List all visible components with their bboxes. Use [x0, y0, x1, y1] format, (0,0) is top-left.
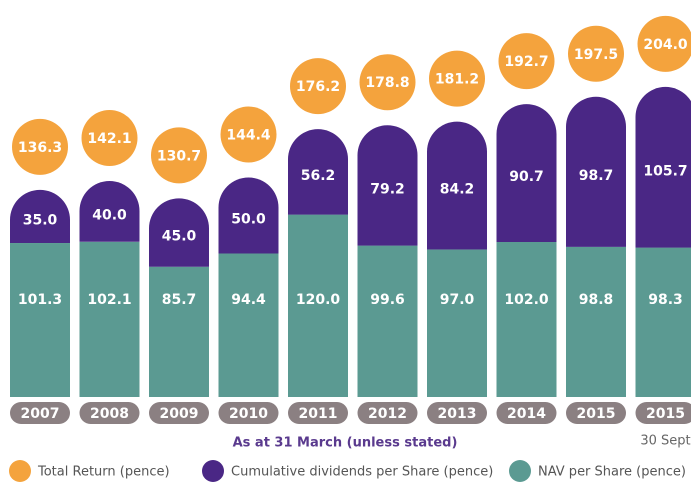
bar-segment — [357, 245, 418, 397]
value-label: 79.2 — [370, 181, 405, 197]
category-pill — [496, 402, 557, 424]
value-label: 130.7 — [157, 148, 201, 164]
total-marker — [498, 33, 555, 90]
value-label: 94.4 — [231, 292, 266, 308]
bar-segment — [149, 198, 209, 267]
bar-segment — [427, 249, 487, 397]
value-label: 136.3 — [18, 140, 62, 156]
value-label: 98.8 — [579, 292, 614, 308]
bar-segment — [288, 129, 348, 215]
total-marker — [568, 25, 624, 82]
bar-segment — [218, 177, 279, 254]
value-label: 144.4 — [226, 128, 271, 144]
legend-marker — [9, 460, 31, 482]
total-marker — [220, 106, 277, 163]
bar-segment — [496, 241, 557, 397]
value-label: 35.0 — [23, 212, 58, 228]
category-note: 30 Sept — [640, 434, 690, 449]
bar-segment — [10, 189, 70, 244]
category-pill — [79, 402, 140, 424]
bar-segment — [79, 181, 140, 242]
category-pill — [357, 402, 418, 424]
legend-marker — [509, 460, 531, 482]
value-label: 56.2 — [301, 168, 336, 184]
bar-segment — [566, 96, 626, 247]
category-pill — [566, 402, 626, 424]
legend-label: Cumulative dividends per Share (pence) — [231, 465, 493, 480]
value-label: 90.7 — [509, 169, 544, 185]
bar-segment — [496, 104, 557, 242]
value-label: 40.0 — [92, 207, 127, 223]
value-label: 178.8 — [365, 75, 409, 91]
x-tick-label: 2012 — [368, 406, 407, 422]
value-label: 45.0 — [162, 229, 197, 245]
bar-segment — [566, 246, 626, 397]
legend-label: Total Return (pence) — [37, 465, 170, 480]
legend-marker — [202, 460, 224, 482]
value-label: 99.6 — [370, 292, 405, 308]
x-axis-label: As at 31 March (unless stated) — [233, 436, 458, 451]
value-label: 181.2 — [435, 72, 479, 88]
x-tick-label: 2010 — [229, 406, 268, 422]
category-pill — [427, 402, 487, 424]
value-label: 84.2 — [440, 182, 475, 198]
value-label: 102.1 — [87, 292, 131, 308]
bar-segment — [218, 253, 279, 397]
bar-segment — [10, 243, 70, 397]
total-marker — [81, 110, 138, 167]
category-pill — [218, 402, 279, 424]
x-tick-label: 2007 — [21, 406, 60, 422]
bar-segment — [635, 247, 691, 397]
value-label: 85.7 — [162, 292, 197, 308]
legend-label: NAV per Share (pence) — [538, 465, 686, 480]
total-marker — [359, 54, 416, 111]
category-pill — [635, 402, 691, 424]
bar-segment — [635, 87, 691, 248]
x-tick-label: 2008 — [90, 406, 129, 422]
value-label: 142.1 — [87, 131, 131, 147]
value-label: 102.0 — [504, 292, 549, 308]
x-tick-label: 2013 — [438, 406, 477, 422]
x-tick-label: 2009 — [160, 406, 199, 422]
total-marker — [637, 15, 691, 72]
category-pill — [10, 402, 70, 424]
bar-segment — [357, 125, 418, 246]
value-label: 204.0 — [643, 37, 688, 53]
value-label: 98.7 — [579, 168, 614, 184]
total-marker — [429, 50, 485, 107]
x-tick-label: 2015 — [577, 406, 616, 422]
value-label: 197.5 — [574, 47, 618, 63]
x-tick-label: 2015 — [646, 406, 685, 422]
value-label: 101.3 — [18, 292, 62, 308]
value-label: 50.0 — [231, 212, 266, 228]
bar-segment — [79, 241, 140, 397]
total-marker — [290, 58, 346, 115]
x-tick-label: 2014 — [507, 406, 546, 422]
x-tick-label: 2011 — [299, 406, 338, 422]
category-pill — [149, 402, 209, 424]
bar-segment — [149, 266, 209, 397]
value-label: 97.0 — [440, 292, 475, 308]
value-label: 120.0 — [296, 292, 341, 308]
bar-segment — [427, 121, 487, 250]
value-label: 105.7 — [643, 163, 687, 179]
value-label: 98.3 — [648, 292, 683, 308]
category-pill — [288, 402, 348, 424]
bar-segment — [288, 214, 348, 397]
total-marker — [151, 127, 207, 184]
value-label: 176.2 — [296, 79, 340, 95]
value-label: 192.7 — [504, 54, 548, 70]
total-marker — [12, 118, 68, 175]
